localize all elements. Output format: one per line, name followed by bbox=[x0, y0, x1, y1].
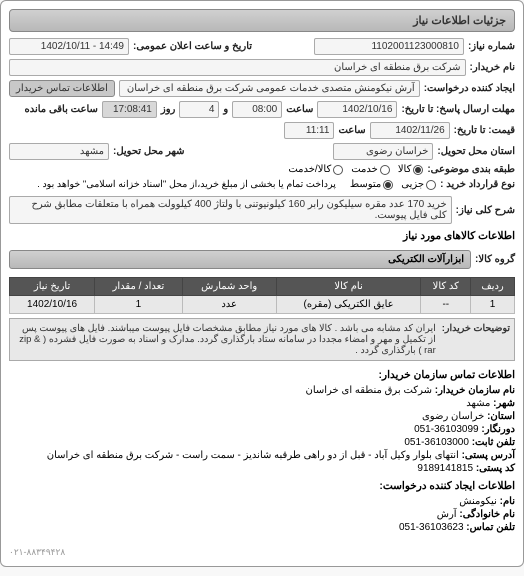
radio-medium[interactable]: متوسط bbox=[350, 179, 393, 190]
goods-table: ردیف کد کالا نام کالا واحد شمارش تعداد /… bbox=[9, 277, 515, 314]
family-value: آرش bbox=[437, 509, 457, 520]
group-value: ابزارآلات الکتریکی bbox=[9, 250, 471, 269]
city-label: شهر محل تحویل: bbox=[113, 146, 185, 157]
creator-value: آرش نیکومنش متصدی خدمات عمومی شرکت برق م… bbox=[119, 80, 420, 97]
postal-value: 9189141815 bbox=[417, 463, 473, 474]
td-unit: عدد bbox=[182, 296, 276, 314]
contact-city-label: شهر: bbox=[493, 398, 515, 409]
address-value: انتهای بلوار وکیل آباد - قبل از دو راهی … bbox=[47, 450, 459, 461]
creator-header: اطلاعات ایجاد کننده درخواست: bbox=[9, 480, 515, 492]
cphone-value: 36103623-051 bbox=[399, 522, 464, 533]
radio-icon bbox=[333, 165, 343, 175]
radio-icon bbox=[380, 165, 390, 175]
datetime-label: تاریخ و ساعت اعلان عمومی: bbox=[133, 41, 252, 52]
buyer-value: شرکت برق منطقه ای خراسان bbox=[9, 59, 466, 76]
payment-label: نوع قرارداد خرید : bbox=[440, 179, 515, 190]
th-qty: تعداد / مقدار bbox=[95, 278, 183, 296]
request-number-label: شماره نیاز: bbox=[468, 41, 515, 52]
payment-note: پرداخت تمام یا بخشی از مبلغ خرید،از محل … bbox=[37, 179, 336, 190]
td-code: -- bbox=[421, 296, 471, 314]
th-unit: واحد شمارش bbox=[182, 278, 276, 296]
cphone-label: تلفن تماس: bbox=[466, 522, 515, 533]
family-label: نام خانوادگی: bbox=[459, 509, 515, 520]
td-row: 1 bbox=[471, 296, 515, 314]
th-code: کد کالا bbox=[421, 278, 471, 296]
price-label: قیمت: تا تاریخ: bbox=[454, 125, 515, 136]
th-date: تاریخ نیاز bbox=[10, 278, 95, 296]
th-name: نام کالا bbox=[276, 278, 421, 296]
radio-pay-label: کالا/خدمت bbox=[288, 164, 331, 175]
radio-icon bbox=[383, 180, 393, 190]
contact-province-label: استان: bbox=[487, 411, 515, 422]
phone-value: 36103000-051 bbox=[404, 437, 469, 448]
days-value: 4 bbox=[179, 101, 219, 118]
radio-service[interactable]: خدمت bbox=[351, 164, 390, 175]
radio-service-label: خدمت bbox=[351, 164, 378, 175]
days-and: و bbox=[223, 104, 228, 115]
name-value: نیکومنش bbox=[459, 496, 497, 507]
details-header: جزئیات اطلاعات نیاز bbox=[9, 9, 515, 32]
buyer-label: نام خریدار: bbox=[470, 62, 515, 73]
contact-city: مشهد bbox=[466, 398, 490, 409]
creator-label: ایجاد کننده درخواست: bbox=[424, 83, 515, 94]
request-number-value: 1102001123000810 bbox=[314, 38, 464, 55]
address-label: آدرس پستی: bbox=[462, 450, 515, 461]
contact-header: اطلاعات تماس سازمان خریدار: bbox=[9, 369, 515, 381]
deadline-label: مهلت ارسال پاسخ: تا تاریخ: bbox=[401, 104, 515, 115]
footer-phone: ۰۲۱-۸۸۳۴۹۴۲۸ bbox=[9, 543, 515, 558]
contact-province: خراسان رضوی bbox=[422, 411, 484, 422]
desc-label: شرح کلی نیاز: bbox=[456, 205, 515, 216]
goods-section-title: اطلاعات کالاهای مورد نیاز bbox=[9, 230, 515, 242]
notes-text: ایران کد مشابه می باشد . کالا های مورد ن… bbox=[14, 323, 436, 356]
price-date: 1402/11/26 bbox=[370, 122, 450, 139]
fax-label: دورنگار: bbox=[481, 424, 515, 435]
price-time: 11:11 bbox=[284, 122, 334, 139]
time-label-1: ساعت bbox=[286, 104, 313, 115]
location-label: استان محل تحویل: bbox=[437, 146, 515, 157]
radio-small[interactable]: جزیی bbox=[401, 179, 436, 190]
radio-icon bbox=[426, 180, 436, 190]
days-suffix: روز bbox=[161, 104, 176, 115]
radio-medium-label: متوسط bbox=[350, 179, 381, 190]
deadline-date: 1402/10/16 bbox=[317, 101, 397, 118]
org-label: نام سازمان خریدار: bbox=[435, 385, 515, 396]
time-label-2: ساعت bbox=[338, 125, 365, 136]
postal-label: کد پستی: bbox=[476, 463, 515, 474]
fax-value: 36103099-051 bbox=[414, 424, 479, 435]
city-value: مشهد bbox=[9, 143, 109, 160]
desc-value: خرید 170 عدد مقره سیلیکون رابر 160 کیلون… bbox=[9, 196, 452, 224]
org-value: شرکت برق منطقه ای خراسان bbox=[305, 385, 432, 396]
contact-button[interactable]: اطلاعات تماس خریدار bbox=[9, 80, 115, 97]
td-qty: 1 bbox=[95, 296, 183, 314]
notes-label: توضیحات خریدار: bbox=[442, 323, 510, 356]
th-row: ردیف bbox=[471, 278, 515, 296]
remaining-time: 17:08:41 bbox=[102, 101, 157, 118]
radio-small-label: جزیی bbox=[401, 179, 424, 190]
phone-label: تلفن ثابت: bbox=[472, 437, 515, 448]
radio-icon bbox=[413, 165, 423, 175]
group-label: گروه کالا: bbox=[475, 254, 515, 265]
remaining-label: ساعت باقی مانده bbox=[24, 104, 97, 115]
budget-label: طبقه بندی موضوعی: bbox=[427, 164, 515, 175]
radio-goods-label: کالا bbox=[398, 164, 412, 175]
radio-goods[interactable]: کالا bbox=[398, 164, 424, 175]
payment-radio-group: جزیی متوسط bbox=[350, 179, 436, 190]
budget-radio-group: کالا خدمت کالا/خدمت bbox=[288, 164, 423, 175]
datetime-value: 14:49 - 1402/10/11 bbox=[9, 38, 129, 55]
radio-pay[interactable]: کالا/خدمت bbox=[288, 164, 343, 175]
td-name: عایق الکتریکی (مقره) bbox=[276, 296, 421, 314]
name-label: نام: bbox=[500, 496, 515, 507]
td-date: 1402/10/16 bbox=[10, 296, 95, 314]
table-row: 1 -- عایق الکتریکی (مقره) عدد 1 1402/10/… bbox=[10, 296, 515, 314]
deadline-time: 08:00 bbox=[232, 101, 282, 118]
buyer-notes: توضیحات خریدار: ایران کد مشابه می باشد .… bbox=[9, 318, 515, 361]
province-value: خراسان رضوی bbox=[333, 143, 433, 160]
